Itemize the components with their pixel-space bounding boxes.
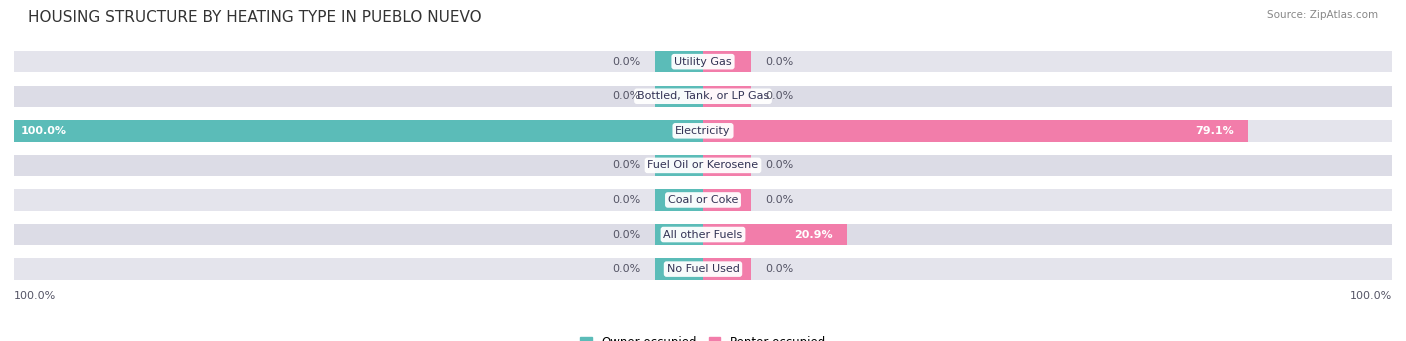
Text: HOUSING STRUCTURE BY HEATING TYPE IN PUEBLO NUEVO: HOUSING STRUCTURE BY HEATING TYPE IN PUE… xyxy=(28,10,482,25)
Text: Bottled, Tank, or LP Gas: Bottled, Tank, or LP Gas xyxy=(637,91,769,101)
Bar xyxy=(655,155,703,176)
Legend: Owner-occupied, Renter-occupied: Owner-occupied, Renter-occupied xyxy=(575,331,831,341)
Bar xyxy=(655,51,703,72)
Bar xyxy=(14,86,1392,107)
Text: 100.0%: 100.0% xyxy=(1350,291,1392,300)
Text: 0.0%: 0.0% xyxy=(765,264,793,274)
Bar xyxy=(14,258,1392,280)
Bar xyxy=(14,120,1392,142)
Text: 100.0%: 100.0% xyxy=(14,291,56,300)
Text: Utility Gas: Utility Gas xyxy=(675,57,731,66)
Text: 0.0%: 0.0% xyxy=(613,264,641,274)
Text: 0.0%: 0.0% xyxy=(613,195,641,205)
Text: 0.0%: 0.0% xyxy=(765,160,793,170)
Text: Coal or Coke: Coal or Coke xyxy=(668,195,738,205)
Bar xyxy=(703,120,1249,142)
Text: 100.0%: 100.0% xyxy=(21,126,67,136)
Bar xyxy=(14,189,1392,211)
Text: Fuel Oil or Kerosene: Fuel Oil or Kerosene xyxy=(647,160,759,170)
Text: All other Fuels: All other Fuels xyxy=(664,229,742,239)
Bar xyxy=(655,224,703,245)
Text: 0.0%: 0.0% xyxy=(765,195,793,205)
Text: Electricity: Electricity xyxy=(675,126,731,136)
Text: 0.0%: 0.0% xyxy=(765,91,793,101)
Bar xyxy=(14,155,1392,176)
Text: 79.1%: 79.1% xyxy=(1195,126,1234,136)
Bar xyxy=(703,51,751,72)
Text: No Fuel Used: No Fuel Used xyxy=(666,264,740,274)
Bar xyxy=(703,258,751,280)
Text: 0.0%: 0.0% xyxy=(613,160,641,170)
Bar xyxy=(703,224,846,245)
Text: 0.0%: 0.0% xyxy=(613,91,641,101)
Bar xyxy=(14,51,1392,72)
Bar xyxy=(14,224,1392,245)
Text: 0.0%: 0.0% xyxy=(613,229,641,239)
Text: 0.0%: 0.0% xyxy=(765,57,793,66)
Bar xyxy=(703,155,751,176)
Bar xyxy=(703,86,751,107)
Text: Source: ZipAtlas.com: Source: ZipAtlas.com xyxy=(1267,10,1378,20)
Bar xyxy=(655,189,703,211)
Bar xyxy=(655,258,703,280)
Bar xyxy=(703,189,751,211)
Text: 0.0%: 0.0% xyxy=(613,57,641,66)
Text: 20.9%: 20.9% xyxy=(794,229,834,239)
Bar xyxy=(14,120,703,142)
Bar xyxy=(655,86,703,107)
